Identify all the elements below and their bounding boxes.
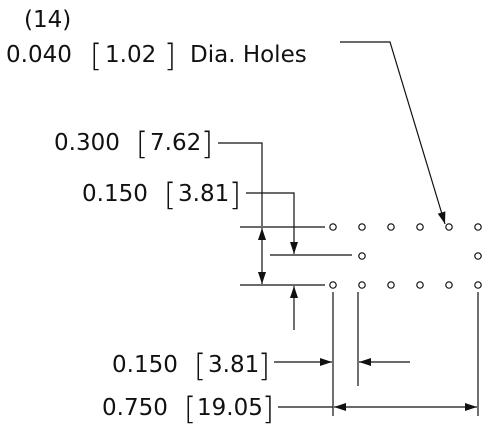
close-bracket: ] xyxy=(258,348,270,384)
dimension-overall-width: 0.750 [ 19.05 ] xyxy=(102,391,477,427)
hole xyxy=(445,223,453,231)
open-bracket: [ xyxy=(194,348,206,384)
hole xyxy=(474,281,482,289)
hole xyxy=(387,281,395,289)
callout-leader-line xyxy=(340,41,446,225)
dimension-column-pitch: 0.150 [ 3.81 ] xyxy=(112,348,410,384)
open-bracket: [ xyxy=(136,126,148,162)
open-bracket: [ xyxy=(184,391,196,427)
dimension-row-spacing-half: 0.150 [ 3.81 ] xyxy=(82,177,295,226)
hole xyxy=(358,252,366,260)
dim-leader xyxy=(218,142,263,226)
hole xyxy=(329,281,337,289)
hole xyxy=(387,223,395,231)
close-bracket: ] xyxy=(229,177,241,213)
hole xyxy=(474,223,482,231)
close-bracket: ] xyxy=(262,391,274,427)
hole-diameter-mm: 1.02 xyxy=(105,42,156,68)
dim-mm: 3.81 xyxy=(208,352,259,378)
hole xyxy=(445,281,453,289)
hole-diameter-inch: 0.040 xyxy=(6,42,72,68)
close-bracket: ] xyxy=(164,38,176,74)
hole xyxy=(474,252,482,260)
hole xyxy=(358,223,366,231)
close-bracket: ] xyxy=(201,126,213,162)
dim-mm: 7.62 xyxy=(150,130,201,156)
dimension-row-spacing-total: 0.300 [ 7.62 ] xyxy=(54,126,263,226)
hole xyxy=(329,223,337,231)
hole xyxy=(358,281,366,289)
dim-mm: 3.81 xyxy=(178,181,229,207)
dim-inch: 0.300 xyxy=(54,130,120,156)
dim-inch: 0.150 xyxy=(82,181,148,207)
hole-diameter-callout: 0.040 [ 1.02 ] Dia. Holes xyxy=(6,38,307,74)
dim-mm: 19.05 xyxy=(197,395,263,421)
hole xyxy=(416,223,424,231)
dim-inch: 0.150 xyxy=(112,352,178,378)
hole-grid xyxy=(329,223,482,289)
open-bracket: [ xyxy=(164,177,176,213)
dim-inch: 0.750 xyxy=(102,395,168,421)
dim-leader xyxy=(246,192,295,226)
open-bracket: [ xyxy=(90,38,102,74)
hole-diameter-suffix: Dia. Holes xyxy=(190,42,307,68)
hole-count-label: (14) xyxy=(24,7,71,33)
hole xyxy=(416,281,424,289)
